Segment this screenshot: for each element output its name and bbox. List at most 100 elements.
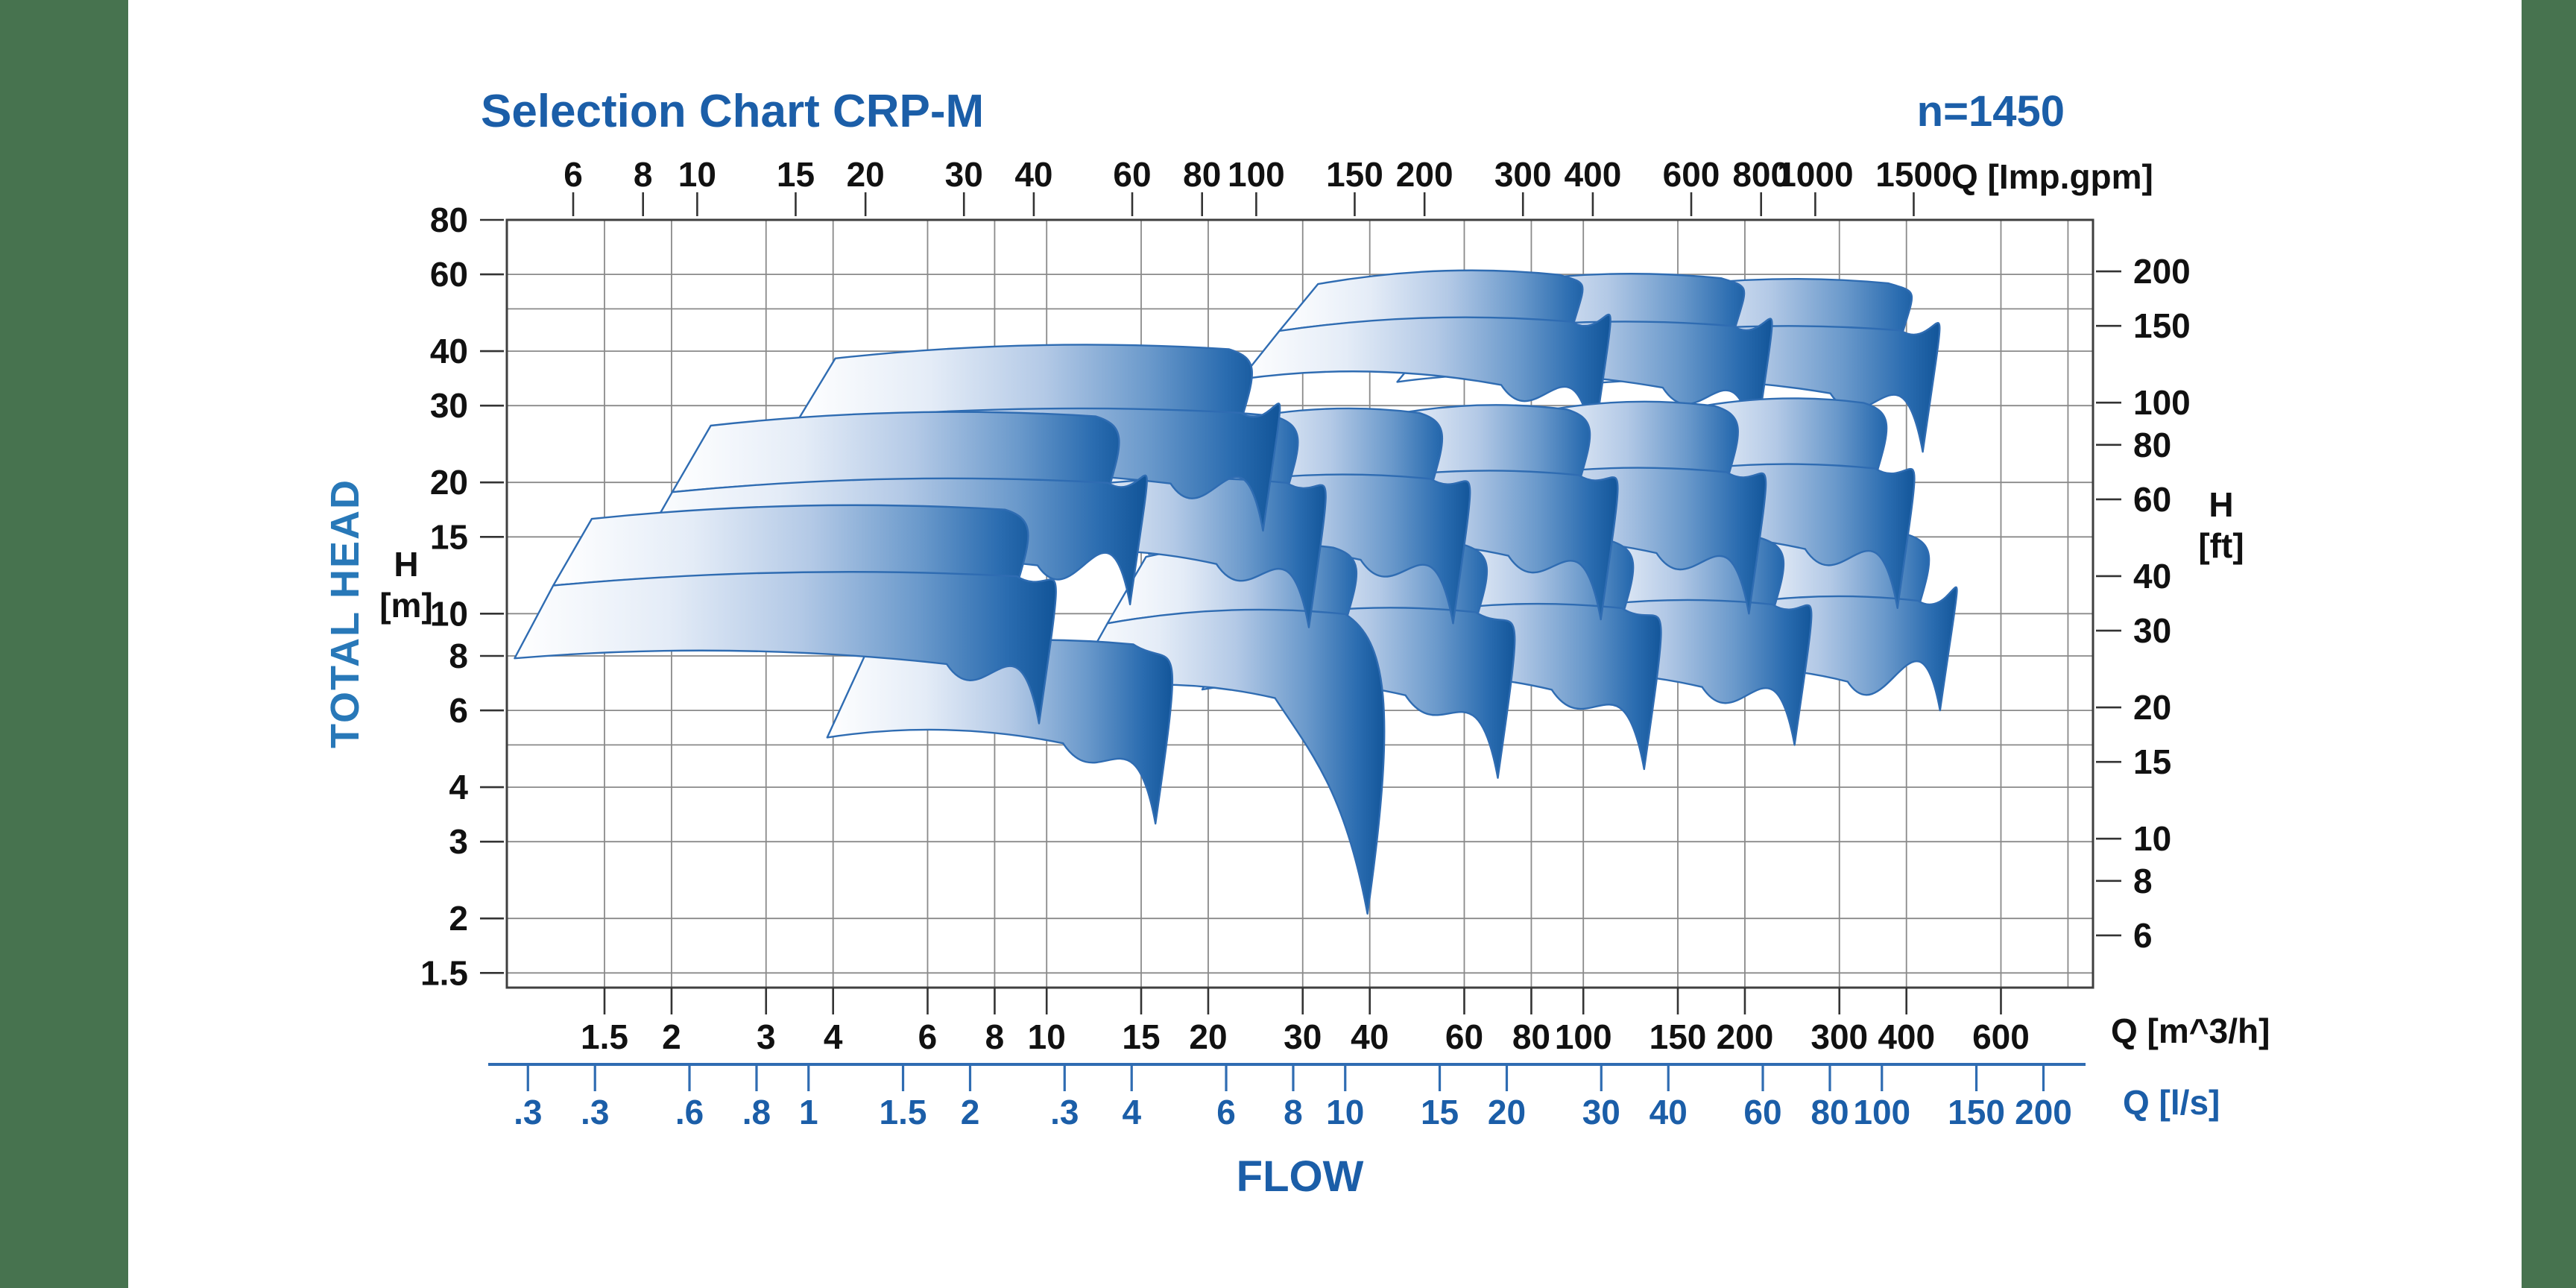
right-axis-unit-line2: [ft] <box>2198 526 2244 566</box>
right-green-band <box>2522 0 2576 1288</box>
top-axis-tick-label: 80 <box>1183 155 1221 194</box>
top-axis-tick-label: 15 <box>777 155 815 194</box>
liters-axis-tick-label: 1 <box>799 1093 818 1131</box>
liters-axis-tick-label: 4 <box>1122 1093 1141 1131</box>
left-axis-tick-label: 4 <box>449 768 468 806</box>
liters-axis-tick-label: 2 <box>961 1093 980 1131</box>
right-axis-tick-label: 200 <box>2133 252 2191 291</box>
top-axis-tick-label: 10 <box>678 155 716 194</box>
top-axis-tick-label: 600 <box>1663 155 1720 194</box>
right-axis-tick-label: 80 <box>2133 426 2171 464</box>
liters-axis-tick-label: 30 <box>1582 1093 1620 1131</box>
top-axis-tick-label: 800 <box>1732 155 1790 194</box>
left-axis-tick-label: 6 <box>449 691 468 730</box>
bottom-axis-unit-label: Q [m^3/h] <box>2111 1011 2270 1050</box>
axis-ticks-and-labels: 6 8 10 15 20 30 40 60 80 100 150 200 300 400 600 800100… <box>420 155 2191 1131</box>
top-axis-tick-label: 100 <box>1228 155 1285 194</box>
bottom-axis-tick-label: 20 <box>1189 1017 1227 1056</box>
right-axis-unit-label: H [ft] <box>2180 484 2262 566</box>
bottom-axis-tick-label: 600 <box>1972 1017 2030 1056</box>
pump-envelopes <box>514 269 1958 915</box>
liters-axis-tick-label: 1.5 <box>880 1093 927 1131</box>
left-axis-tick-label: 8 <box>449 637 468 675</box>
top-axis-tick-label: 1500 <box>1875 155 1951 194</box>
top-axis-tick-label: 60 <box>1113 155 1151 194</box>
liters-axis-tick-label: 150 <box>1948 1093 2005 1131</box>
liters-axis-tick-label: 10 <box>1326 1093 1364 1131</box>
right-axis-tick-label: 8 <box>2133 862 2153 900</box>
liters-axis-tick-label: 200 <box>2015 1093 2072 1131</box>
right-axis-tick-label: 100 <box>2133 383 2191 422</box>
bottom-axis-tick-label: 15 <box>1122 1017 1160 1056</box>
bottom-axis-tick-label: 100 <box>1555 1017 1612 1056</box>
right-axis-tick-label: 150 <box>2133 306 2191 345</box>
x-axis-title: FLOW <box>1236 1152 1364 1201</box>
top-axis-tick-label: 150 <box>1326 155 1383 194</box>
top-axis-tick-label: 6 <box>564 155 583 194</box>
bottom-axis-tick-label: 8 <box>985 1017 1005 1056</box>
top-axis-tick-label: 300 <box>1494 155 1552 194</box>
bottom-axis-tick-label: 300 <box>1811 1017 1868 1056</box>
bottom-axis-tick-label: 40 <box>1351 1017 1389 1056</box>
liters-axis-tick-label: 80 <box>1811 1093 1849 1131</box>
liters-axis-tick-label: .3 <box>581 1093 609 1131</box>
left-axis-tick-label: 40 <box>430 332 468 370</box>
plot-frame <box>505 218 2094 989</box>
right-axis-tick-label: 10 <box>2133 819 2171 858</box>
top-axis-tick-label: 200 <box>1396 155 1453 194</box>
top-axis-tick-label: 1000 <box>1777 155 1853 194</box>
liters-axis-tick-label: 15 <box>1421 1093 1459 1131</box>
left-axis-tick-label: 60 <box>430 255 468 294</box>
liters-axis-tick-label: 40 <box>1650 1093 1688 1131</box>
right-axis-unit-line1: H <box>2209 485 2234 524</box>
right-axis-tick-label: 60 <box>2133 480 2171 519</box>
bottom-axis-tick-label: 6 <box>918 1017 938 1056</box>
left-axis-tick-label: 10 <box>430 594 468 633</box>
left-axis-tick-label: 80 <box>430 201 468 239</box>
left-axis-tick-label: 30 <box>430 386 468 425</box>
left-axis-tick-label: 1.5 <box>420 953 468 992</box>
right-axis-tick-label: 6 <box>2133 916 2153 955</box>
bottom-axis-tick-label: 2 <box>662 1017 681 1056</box>
bottom-axis-tick-label: 10 <box>1028 1017 1066 1056</box>
right-axis-tick-label: 20 <box>2133 688 2171 727</box>
bottom-axis-tick-label: 60 <box>1445 1017 1483 1056</box>
bottom-axis-tick-label: 150 <box>1650 1017 1707 1056</box>
top-axis-tick-label: 40 <box>1014 155 1052 194</box>
top-axis-tick-label: 20 <box>847 155 885 194</box>
pump-envelope-family-a[interactable] <box>514 571 1057 724</box>
left-axis-tick-label: 20 <box>430 463 468 502</box>
bottom-axis-tick-label: 4 <box>824 1017 843 1056</box>
bottom-axis-tick-label: 1.5 <box>581 1017 628 1056</box>
top-axis-tick-label: 8 <box>634 155 653 194</box>
liters-axis-tick-label: 20 <box>1488 1093 1526 1131</box>
liters-axis-tick-label: .6 <box>675 1093 704 1131</box>
left-axis-unit-line1: H <box>394 545 419 584</box>
liters-axis-unit-label: Q [l/s] <box>2123 1083 2220 1122</box>
pump-envelope-family-m1-low[interactable] <box>1067 608 1386 915</box>
left-axis-unit-line2: [m] <box>379 586 433 625</box>
bottom-axis-tick-label: 400 <box>1878 1017 1935 1056</box>
pump-envelope-family-low-light[interactable] <box>826 639 1174 825</box>
top-axis-unit-label: Q [Imp.gpm] <box>1951 157 2153 196</box>
liters-axis-tick-label: .3 <box>514 1093 542 1131</box>
bottom-axis-tick-label: 3 <box>757 1017 776 1056</box>
liters-axis-tick-label: 6 <box>1216 1093 1236 1131</box>
top-axis-tick-label: 30 <box>945 155 983 194</box>
bottom-axis-tick-label: 200 <box>1717 1017 1774 1056</box>
right-axis-tick-label: 40 <box>2133 557 2171 596</box>
left-axis-unit-label: H [m] <box>369 544 443 626</box>
liters-axis-tick-label: 8 <box>1284 1093 1303 1131</box>
top-axis-tick-label: 400 <box>1565 155 1622 194</box>
liters-axis-tick-label: 60 <box>1743 1093 1781 1131</box>
page-title: Selection Chart CRP-M <box>481 86 985 137</box>
liters-axis-tick-label: 100 <box>1853 1093 1910 1131</box>
bottom-axis-tick-label: 30 <box>1284 1017 1322 1056</box>
liters-axis-tick-label: .3 <box>1050 1093 1079 1131</box>
left-axis-tick-label: 15 <box>430 517 468 556</box>
right-axis-tick-label: 15 <box>2133 742 2171 781</box>
left-axis-tick-label: 2 <box>449 899 468 938</box>
speed-annotation: n=1450 <box>1916 87 2065 136</box>
